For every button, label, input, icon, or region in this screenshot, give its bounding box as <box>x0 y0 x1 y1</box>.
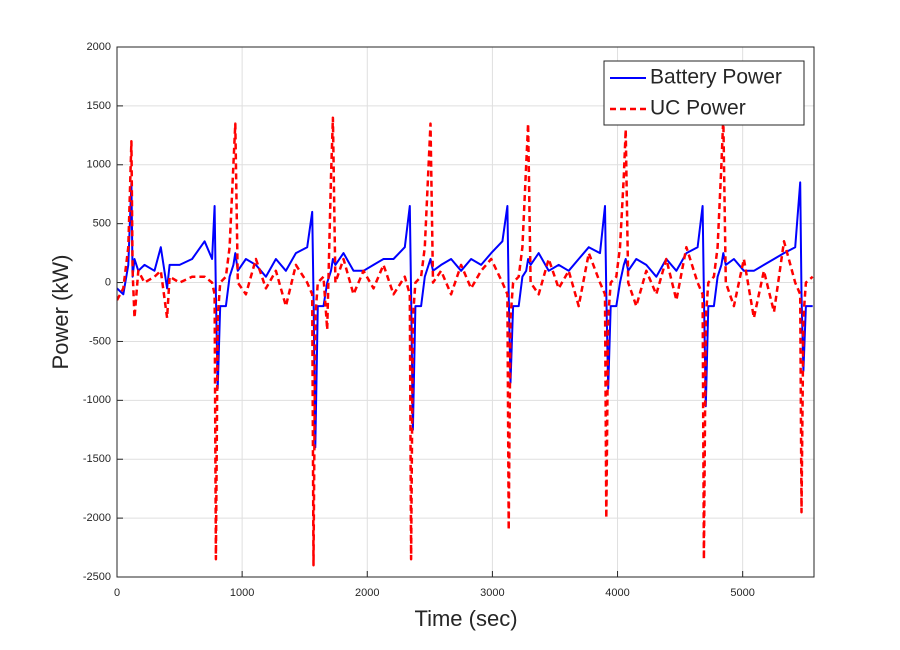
axes-box <box>116 46 815 578</box>
x-tick-label: 1000 <box>230 587 254 599</box>
x-tick-label: 0 <box>114 587 120 599</box>
legend-label: UC Power <box>650 97 746 120</box>
y-tick-label: 0 <box>105 276 111 288</box>
x-tick-label: 2000 <box>355 587 379 599</box>
legend-box <box>603 60 805 126</box>
y-axis-label: Power (kW) <box>48 255 73 370</box>
y-tick-label: 2000 <box>87 41 111 53</box>
series-group <box>117 116 814 567</box>
plot-area <box>117 47 814 577</box>
x-tick-label: 5000 <box>730 587 754 599</box>
y-tick-label: -2000 <box>83 512 111 524</box>
x-axis-label: Time (sec) <box>414 606 517 631</box>
y-tick-label: 1500 <box>87 100 111 112</box>
x-tick-label: 3000 <box>480 587 504 599</box>
y-tick-label: 1000 <box>87 159 111 171</box>
y-tick-label: 500 <box>93 218 111 230</box>
y-tick-label: -2500 <box>83 571 111 583</box>
y-tick-label: -1500 <box>83 453 111 465</box>
x-tick-label: 4000 <box>605 587 629 599</box>
y-tick-label: -1000 <box>83 394 111 406</box>
series-line <box>117 181 813 449</box>
legend-label: Battery Power <box>650 66 782 89</box>
series-line <box>117 116 814 567</box>
y-tick-label: -500 <box>89 335 111 347</box>
